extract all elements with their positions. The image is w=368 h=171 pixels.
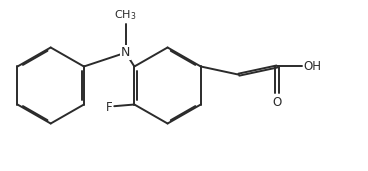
Text: CH$_3$: CH$_3$ — [114, 9, 137, 22]
Text: N: N — [121, 46, 130, 59]
Text: O: O — [272, 96, 282, 109]
Text: OH: OH — [304, 60, 322, 73]
Text: F: F — [106, 101, 113, 114]
